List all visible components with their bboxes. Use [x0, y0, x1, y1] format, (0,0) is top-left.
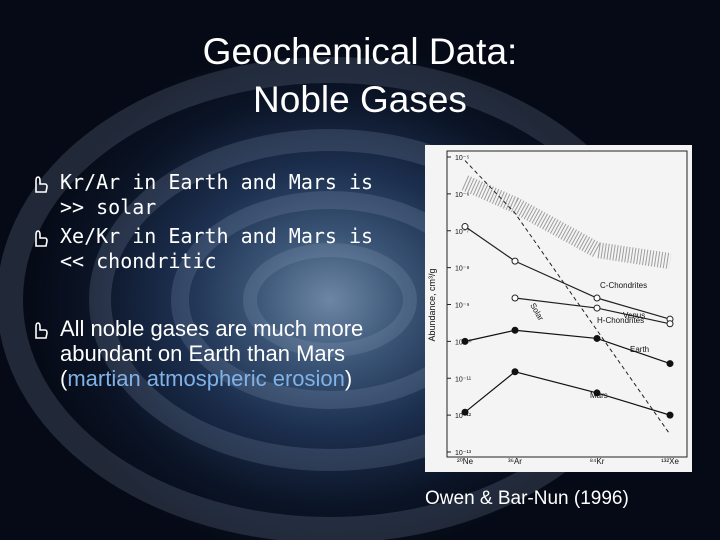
bullet: Kr/Ar in Earth and Mars is >> solar — [30, 170, 390, 220]
data-point — [511, 368, 519, 376]
slide-title: Geochemical Data: Noble Gases — [0, 28, 720, 124]
data-point — [593, 304, 601, 312]
bullet-icon — [35, 176, 48, 193]
y-tick-label: 10⁻⁶ — [455, 192, 469, 199]
caption: Owen & Bar-Nun (1996) — [425, 488, 629, 509]
data-point — [593, 389, 601, 397]
data-point — [593, 294, 601, 302]
data-point — [461, 408, 469, 416]
data-point — [511, 294, 519, 302]
x-tick-label: ³⁶Ar — [508, 457, 522, 466]
data-point — [666, 320, 674, 328]
data-point — [511, 326, 519, 334]
bullet-text: Kr/Ar in Earth and Mars is >> solar — [60, 170, 374, 219]
data-point — [593, 334, 601, 342]
title-line: Noble Gases — [253, 79, 467, 120]
bullet-text: All noble gases are much more abundant o… — [60, 316, 364, 391]
title-line: Geochemical Data: — [202, 31, 518, 72]
y-axis-label: Abundance, cm³/g — [427, 268, 437, 341]
x-tick-label: ⁸⁴Kr — [590, 457, 605, 466]
bullet-highlight: martian atmospheric erosion — [67, 366, 345, 391]
y-tick-label: 10⁻⁷ — [455, 229, 469, 236]
x-tick-label: ²⁰Ne — [457, 457, 474, 466]
bullet: Xe/Kr in Earth and Mars is << chondritic — [30, 224, 390, 274]
bullet-icon — [35, 230, 48, 247]
y-tick-label: 10⁻⁵ — [455, 155, 469, 162]
series-label: H-Chondrites — [597, 316, 644, 325]
series-label: C-Chondrites — [600, 281, 647, 290]
series-line — [464, 226, 671, 320]
y-tick-label: 10⁻⁹ — [455, 303, 469, 310]
data-point — [511, 257, 519, 265]
series-line — [464, 371, 671, 416]
data-point — [461, 223, 469, 231]
x-tick-label: ¹³²Xe — [661, 457, 679, 466]
y-tick-label: 10⁻¹² — [455, 413, 472, 420]
series-label: Earth — [630, 345, 649, 354]
bullet-icon — [35, 322, 48, 339]
series-label: Mars — [590, 391, 608, 400]
data-point — [666, 411, 674, 419]
data-point — [666, 360, 674, 368]
y-tick-label: 10⁻⁸ — [455, 266, 469, 273]
data-point — [461, 337, 469, 345]
series-line — [464, 329, 671, 365]
bullet-text: Xe/Kr in Earth and Mars is << chondritic — [60, 224, 374, 273]
series-line — [464, 160, 671, 435]
series-line — [461, 175, 672, 270]
y-tick-label: 10⁻¹¹ — [455, 376, 472, 383]
bullet-list: Kr/Ar in Earth and Mars is >> solar Xe/K… — [30, 170, 390, 391]
y-tick-label: 10⁻¹³ — [455, 450, 472, 457]
bullet-text: ) — [344, 366, 353, 391]
bullet: All noble gases are much more abundant o… — [30, 316, 390, 391]
figure: Abundance, cm³/g 10⁻⁵ 10⁻⁶ 10⁻⁷ 10⁻⁸ 10⁻⁹ 10⁻… — [425, 145, 692, 472]
figure-background — [425, 145, 692, 472]
